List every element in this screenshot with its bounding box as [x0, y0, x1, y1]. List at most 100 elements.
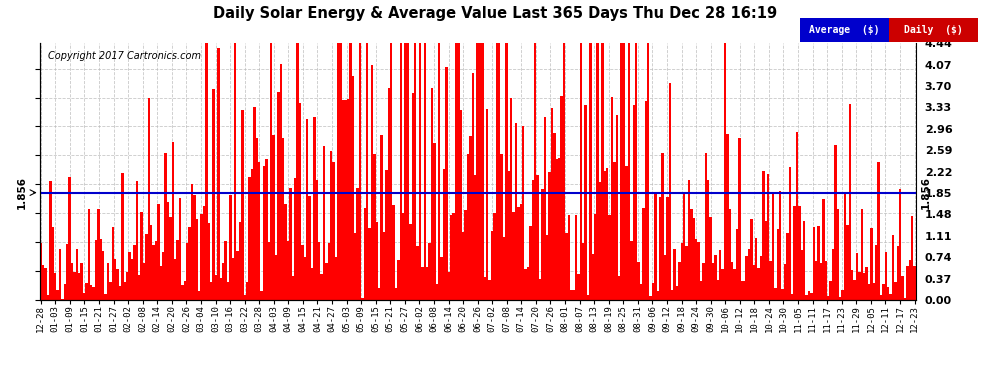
Bar	[572, 290, 575, 300]
Bar	[66, 244, 68, 300]
Bar	[882, 284, 884, 300]
Bar	[313, 117, 316, 300]
Bar	[402, 213, 405, 300]
Bar	[722, 269, 724, 300]
Bar	[872, 283, 875, 300]
Bar	[764, 222, 767, 300]
Bar	[491, 231, 493, 300]
Bar	[580, 43, 582, 300]
Bar	[587, 295, 589, 300]
Bar	[289, 188, 292, 300]
Bar	[906, 266, 909, 300]
Bar	[558, 158, 560, 300]
Bar	[835, 146, 837, 300]
Bar	[825, 261, 827, 300]
Bar	[87, 209, 90, 300]
Bar	[767, 174, 769, 300]
Bar	[383, 232, 385, 300]
Bar	[539, 279, 542, 300]
Bar	[50, 180, 51, 300]
Bar	[860, 209, 863, 300]
Bar	[656, 291, 659, 300]
Bar	[599, 183, 601, 300]
Bar	[508, 171, 510, 300]
Bar	[154, 241, 157, 300]
Bar	[484, 278, 486, 300]
Bar	[678, 262, 680, 300]
Bar	[741, 281, 742, 300]
Bar	[368, 228, 371, 300]
Bar	[717, 280, 719, 300]
Bar	[73, 272, 75, 300]
Bar	[102, 251, 104, 300]
Bar	[865, 267, 868, 300]
Bar	[522, 126, 525, 300]
Bar	[152, 245, 154, 300]
Bar	[801, 250, 803, 300]
Bar	[258, 162, 260, 300]
Bar	[284, 204, 287, 300]
Bar	[700, 281, 702, 300]
Bar	[459, 110, 462, 300]
Bar	[378, 288, 380, 300]
Bar	[803, 221, 805, 300]
Bar	[818, 226, 820, 300]
Bar	[613, 162, 616, 300]
Bar	[270, 43, 272, 300]
Bar	[275, 255, 277, 300]
Bar	[846, 225, 848, 300]
Bar	[892, 235, 894, 300]
Bar	[179, 198, 181, 300]
Bar	[242, 111, 244, 300]
Bar	[755, 238, 757, 300]
Bar	[555, 159, 558, 300]
Bar	[815, 261, 818, 300]
Bar	[638, 262, 640, 300]
Bar	[441, 258, 443, 300]
Bar	[534, 43, 537, 300]
Text: Daily  ($): Daily ($)	[904, 25, 963, 35]
Bar	[832, 249, 835, 300]
Bar	[267, 242, 270, 300]
Bar	[520, 204, 522, 300]
Bar	[419, 43, 422, 300]
Bar	[414, 43, 417, 300]
Bar	[719, 251, 722, 300]
Bar	[774, 288, 776, 300]
Bar	[150, 225, 152, 300]
Bar	[889, 294, 892, 300]
Bar	[326, 263, 328, 300]
Bar	[390, 43, 392, 300]
Bar	[548, 171, 550, 300]
Bar	[863, 273, 865, 300]
Bar	[887, 287, 889, 300]
Bar	[714, 255, 717, 300]
Bar	[515, 123, 518, 300]
Bar	[594, 214, 597, 300]
Bar	[75, 249, 78, 300]
Bar	[709, 217, 712, 300]
Bar	[884, 252, 887, 300]
Bar	[589, 43, 592, 300]
Bar	[784, 264, 786, 300]
Bar	[666, 197, 668, 300]
Bar	[842, 290, 843, 300]
Bar	[227, 282, 230, 300]
Bar	[904, 298, 906, 300]
Bar	[299, 103, 301, 300]
Bar	[793, 206, 796, 300]
Bar	[56, 291, 58, 300]
Bar	[781, 290, 784, 300]
Bar	[621, 43, 623, 300]
Text: Copyright 2017 Cartronics.com: Copyright 2017 Cartronics.com	[49, 51, 201, 61]
Text: Daily Solar Energy & Average Value Last 365 Days Thu Dec 28 16:19: Daily Solar Energy & Average Value Last …	[213, 6, 777, 21]
Bar	[405, 43, 407, 300]
Bar	[431, 88, 434, 300]
Bar	[349, 43, 351, 300]
Bar	[654, 192, 656, 300]
Bar	[848, 104, 851, 300]
Bar	[388, 88, 390, 300]
Bar	[769, 261, 772, 300]
Bar	[479, 43, 481, 300]
Bar	[683, 195, 685, 300]
